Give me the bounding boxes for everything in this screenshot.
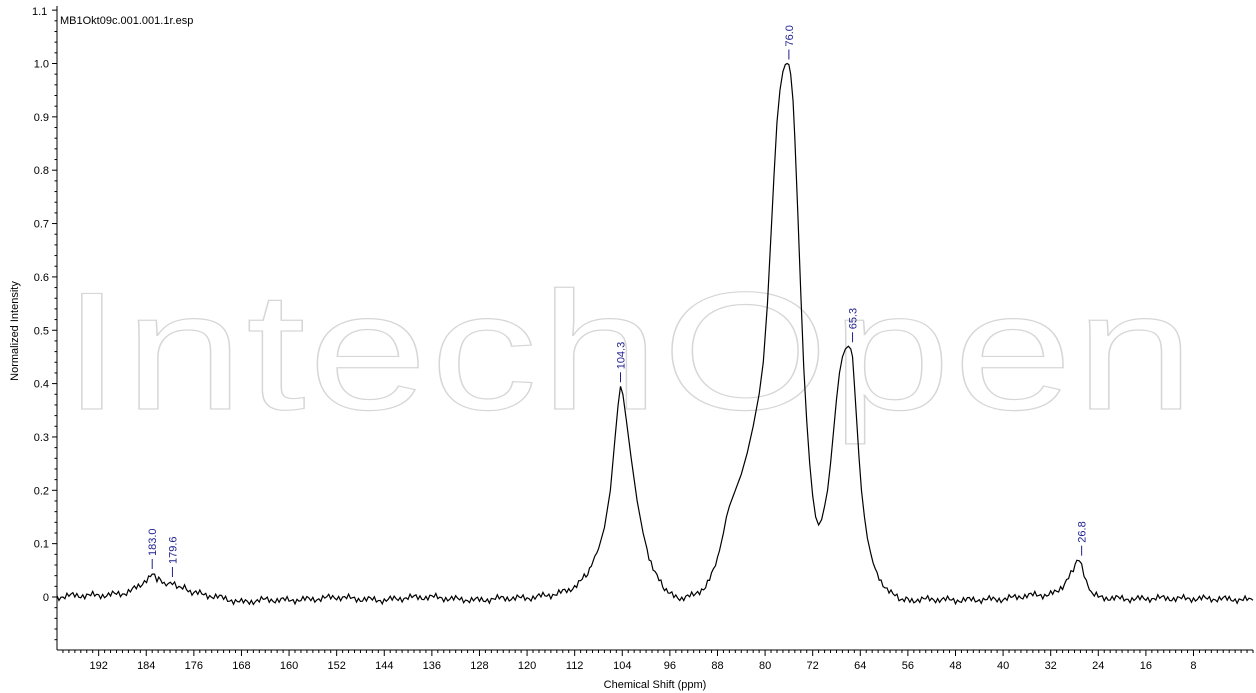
axes: 0 0.1 0.2 0.3 0.4 0.5 0.6 0.7 0.8 0.9 1.0 192 184 176… <box>34 6 1254 672</box>
x-tick-label: 192 <box>89 660 107 672</box>
peak-label: 76.0 <box>784 25 796 46</box>
x-tick-label: 16 <box>1140 660 1152 672</box>
x-tick-label: 168 <box>232 660 250 672</box>
y-tick-label: 0.6 <box>34 272 49 284</box>
x-tick-label: 32 <box>1045 660 1057 672</box>
peak-label: 26.8 <box>1077 521 1089 542</box>
y-tick-label: 0.7 <box>34 219 49 231</box>
y-axis-title: Normalized Intensity <box>9 281 21 381</box>
x-tick-label: 96 <box>664 660 676 672</box>
x-tick-label: 144 <box>375 660 393 672</box>
y-tick-label: 0.2 <box>34 485 49 497</box>
peak-label: 183.0 <box>147 528 159 556</box>
x-tick-label: 72 <box>807 660 819 672</box>
file-label: MB1Okt09c.001.001.1r.esp <box>60 15 193 27</box>
x-tick-label: 120 <box>518 660 536 672</box>
x-tick-label: 136 <box>423 660 441 672</box>
x-tick-label: 112 <box>566 660 584 672</box>
y-tick-label: 0 <box>43 592 49 604</box>
y-tick-label: 0.3 <box>34 432 49 444</box>
y-tick-label: 0.5 <box>34 325 49 337</box>
y-tick-label: 0.8 <box>34 165 49 177</box>
x-tick-label: 64 <box>854 660 866 672</box>
x-tick-label: 24 <box>1092 660 1104 672</box>
peak-annotations: 183.0 179.6 104.3 76.0 65.3 26.8 <box>147 25 1089 577</box>
x-tick-label: 184 <box>137 660 155 672</box>
y-tick-label: 0.4 <box>34 379 49 391</box>
x-tick-label: 48 <box>949 660 961 672</box>
y-tick-label-top: 1.1 <box>32 6 47 18</box>
y-tick-label: 1.0 <box>34 59 49 71</box>
x-tick-label: 88 <box>711 660 723 672</box>
x-tick-label: 160 <box>280 660 298 672</box>
x-tick-label: 56 <box>902 660 914 672</box>
peak-label: 65.3 <box>848 308 860 329</box>
peak-label: 104.3 <box>616 342 628 370</box>
x-tick-label: 176 <box>185 660 203 672</box>
x-tick-label: 40 <box>997 660 1009 672</box>
watermark: IntechOpen <box>62 257 1197 445</box>
x-axis-title: Chemical Shift (ppm) <box>604 679 707 691</box>
x-tick-label: 8 <box>1190 660 1196 672</box>
peak-label: 179.6 <box>167 536 179 564</box>
x-tick-label: 152 <box>327 660 345 672</box>
x-tick-label: 80 <box>759 660 771 672</box>
x-tick-label: 128 <box>470 660 488 672</box>
spectrum-line <box>56 62 1254 606</box>
y-tick-label: 0.9 <box>34 112 49 124</box>
x-tick-label: 104 <box>613 660 631 672</box>
y-tick-label: 0.1 <box>34 539 49 551</box>
